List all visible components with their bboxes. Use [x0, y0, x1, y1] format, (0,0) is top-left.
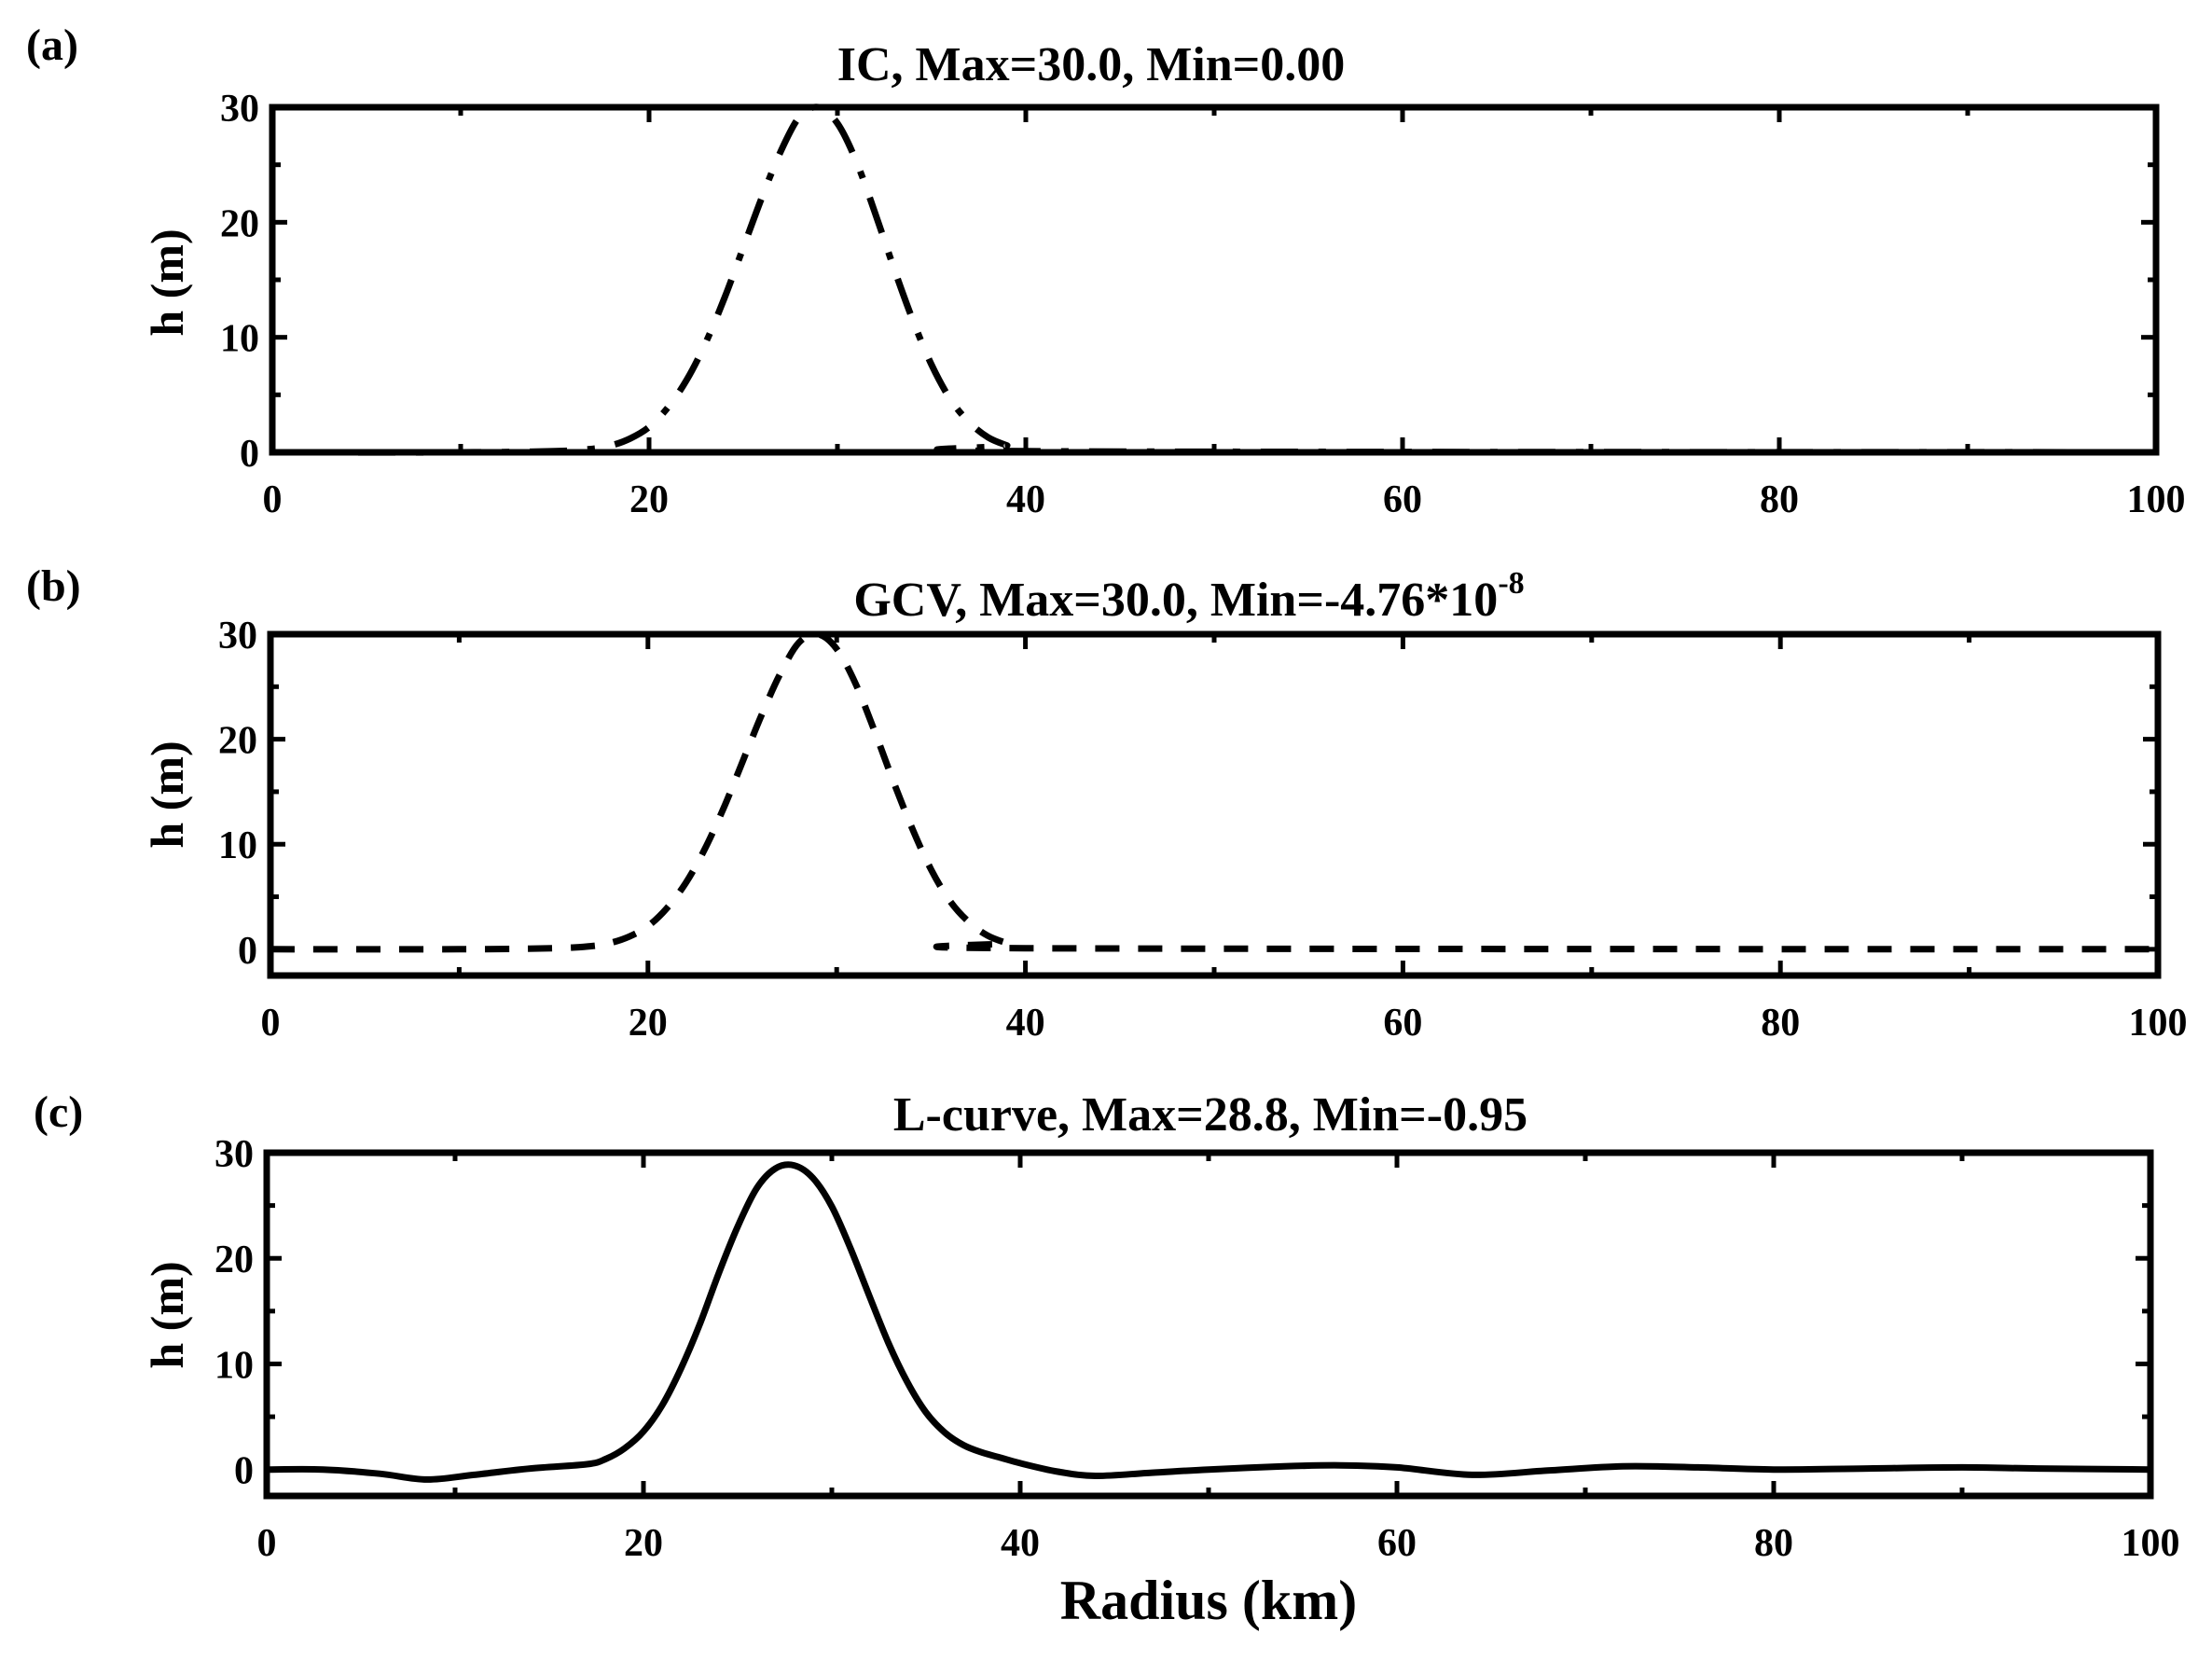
panel-a-xtick-label: 0 [263, 478, 283, 521]
panel-a-ytick-label: 0 [240, 433, 259, 476]
panel-c-ytick-label: 30 [214, 1133, 254, 1176]
panel-b-xtick-label: 40 [1006, 1002, 1045, 1045]
panel-b-tick-labels: 0 20 40 60 80 100 0 10 20 30 [218, 615, 2188, 1045]
panel-b-ylabel: h (m) [141, 741, 193, 848]
panel-a: (a) IC, Max=30.0, Min=0.00 h (m) 0 20 40 60… [26, 21, 2186, 521]
panel-a-xtick-label: 60 [1383, 478, 1422, 521]
panel-b-ytick-label: 0 [238, 930, 257, 973]
panel-c-ylabel: h (m) [141, 1261, 193, 1368]
panel-c-lcurve-curve [266, 1161, 2151, 1483]
panel-c-ticks [264, 1150, 2153, 1496]
panel-a-ytick-label: 10 [220, 318, 259, 361]
panel-b-title-exponent: -8 [1498, 566, 1524, 601]
panel-label-b: (b) [26, 561, 81, 611]
panel-c-frame [263, 1149, 2154, 1500]
panel-b-xtick-label: 60 [1383, 1002, 1422, 1045]
panel-a-xtick-label: 100 [2127, 478, 2186, 521]
panel-a-ic-curve [271, 104, 2157, 456]
panel-b-xtick-label: 100 [2129, 1002, 2188, 1045]
panel-b-gcv-curve [270, 630, 2159, 953]
panel-b-title: GCV, Max=30.0, Min=-4.76*10-8 [853, 566, 1524, 627]
panel-c-tick-labels: 0 20 40 60 80 100 0 10 20 30 [214, 1133, 2180, 1565]
panel-a-title-text: IC, Max=30.0, Min=0.00 [837, 38, 1346, 91]
panel-label-a: (a) [26, 21, 78, 70]
panel-c-ytick-label: 0 [234, 1450, 254, 1493]
panel-b-ytick-label: 20 [218, 720, 257, 763]
panel-a-tick-labels: 0 20 40 60 80 100 0 10 20 30 [220, 88, 2186, 521]
panel-c-xtick-label: 0 [257, 1522, 277, 1565]
panel-a-title: IC, Max=30.0, Min=0.00 [837, 38, 1346, 91]
panel-b-ytick-label: 30 [218, 615, 257, 657]
panel-c-ytick-label: 10 [214, 1344, 254, 1387]
panel-label-c: (c) [34, 1087, 83, 1137]
panel-a-ytick-label: 30 [220, 88, 259, 131]
panel-a-frame [269, 104, 2160, 456]
panel-b: (b) GCV, Max=30.0, Min=-4.76*10-8 h (m) … [26, 561, 2188, 1045]
panel-b-frame [267, 630, 2162, 979]
panel-a-xtick-label: 20 [629, 478, 669, 521]
panel-b-xtick-label: 0 [261, 1002, 281, 1045]
panel-a-xtick-label: 40 [1006, 478, 1045, 521]
panel-c-ytick-label: 20 [214, 1239, 254, 1281]
x-axis-label: Radius (km) [1060, 1570, 1357, 1631]
panel-a-ytick-label: 20 [220, 202, 259, 245]
panel-a-xtick-label: 80 [1760, 478, 1799, 521]
panel-c-xtick-label: 20 [624, 1522, 663, 1565]
panel-b-title-text: GCV, Max=30.0, Min=-4.76*10 [853, 574, 1498, 627]
panel-a-ylabel: h (m) [141, 228, 193, 336]
panel-c-title-text: L-curve, Max=28.8, Min=-0.95 [893, 1088, 1528, 1142]
panel-b-xtick-label: 20 [629, 1002, 668, 1045]
panel-c-title: L-curve, Max=28.8, Min=-0.95 [893, 1088, 1528, 1142]
panel-c-xtick-label: 60 [1377, 1522, 1417, 1565]
panel-c-xtick-label: 40 [1001, 1522, 1040, 1565]
panel-b-ticks [268, 631, 2161, 976]
panel-c-xtick-label: 80 [1754, 1522, 1793, 1565]
panel-b-ytick-label: 10 [218, 824, 257, 867]
panel-c-xtick-label: 100 [2122, 1522, 2180, 1565]
panel-c: (c) L-curve, Max=28.8, Min=-0.95 h (m) 0… [34, 1087, 2180, 1565]
panel-b-xtick-label: 80 [1761, 1002, 1800, 1045]
panel-a-ticks [270, 104, 2159, 455]
